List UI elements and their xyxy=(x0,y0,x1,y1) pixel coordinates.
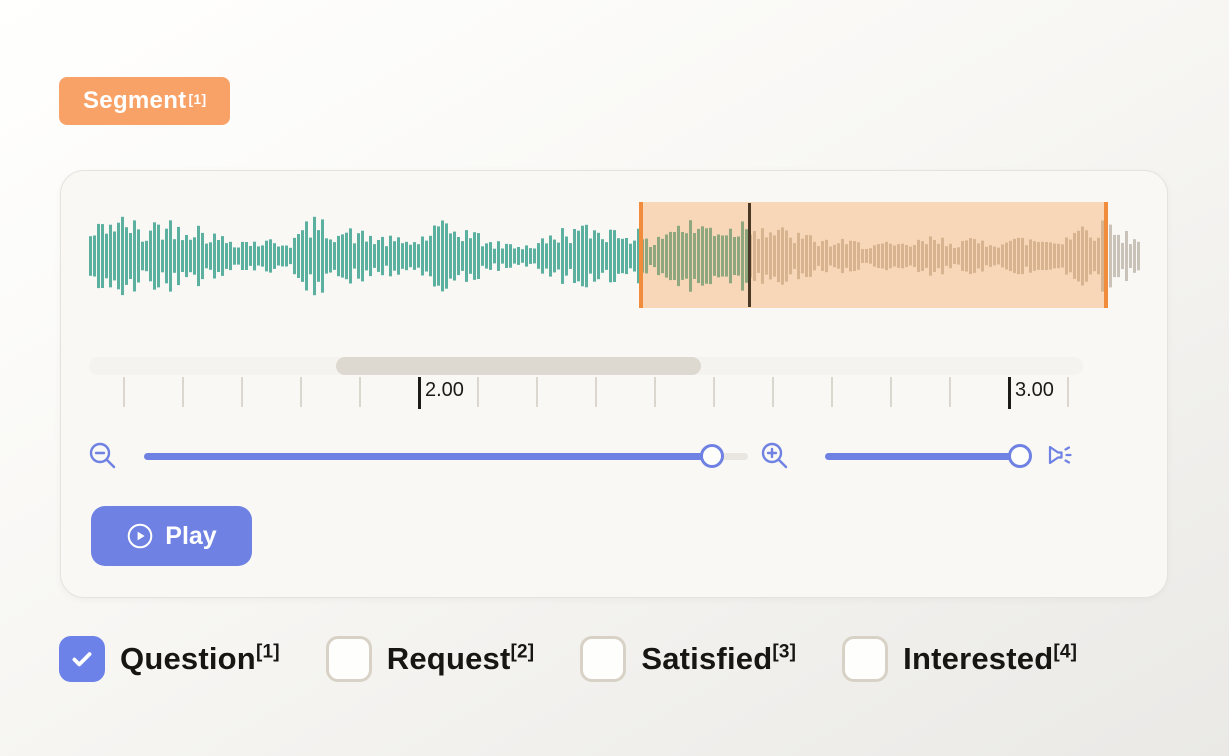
volume-slider-fill xyxy=(825,453,1021,460)
zoom-out-icon[interactable] xyxy=(87,440,119,477)
waveform[interactable] xyxy=(89,201,1141,311)
label-item-question[interactable]: Question[1] xyxy=(59,636,280,682)
waveform-scrollbar[interactable] xyxy=(89,357,1083,375)
label-item-satisfied[interactable]: Satisfied[3] xyxy=(580,636,796,682)
ruler-time-label: 2.00 xyxy=(425,379,464,401)
checkbox-question[interactable] xyxy=(59,636,105,682)
volume-slider[interactable] xyxy=(825,444,1033,468)
segment-chip-superscript: [1] xyxy=(188,91,207,107)
label-text: Request[2] xyxy=(386,641,535,676)
label-checkbox-row: Question[1] Request[2] Satisfied[3] Inte… xyxy=(59,636,1077,682)
ruler-tick xyxy=(300,377,302,407)
ruler-tick xyxy=(713,377,715,407)
playhead-cursor[interactable] xyxy=(747,203,751,307)
ruler-tick xyxy=(1067,377,1069,407)
label-text: Question[1] xyxy=(120,641,280,676)
zoom-in-icon[interactable] xyxy=(759,440,791,477)
label-item-interested[interactable]: Interested[4] xyxy=(842,636,1077,682)
label-text: Satisfied[3] xyxy=(641,641,797,676)
play-icon xyxy=(126,522,154,550)
checkbox-request[interactable] xyxy=(325,636,372,682)
play-button[interactable]: Play xyxy=(91,506,252,566)
zoom-slider[interactable] xyxy=(144,444,748,468)
ruler-tick xyxy=(595,377,597,407)
segment-region[interactable] xyxy=(639,202,1109,308)
checkbox-satisfied[interactable] xyxy=(580,636,627,682)
ruler-major-tick xyxy=(418,377,421,409)
checkbox-interested[interactable] xyxy=(842,636,889,682)
ruler-tick xyxy=(949,377,951,407)
ruler-tick xyxy=(772,377,774,407)
speaker-icon[interactable] xyxy=(1045,439,1077,476)
ruler-tick xyxy=(831,377,833,407)
ruler-tick xyxy=(123,377,125,407)
segment-chip-label: Segment xyxy=(83,87,187,114)
volume-slider-thumb[interactable] xyxy=(1008,444,1033,468)
label-item-request[interactable]: Request[2] xyxy=(325,636,535,682)
ruler-tick xyxy=(182,377,184,407)
play-button-label: Play xyxy=(165,521,217,550)
ruler-tick xyxy=(241,377,243,407)
ruler-tick xyxy=(477,377,479,407)
scrollbar-thumb[interactable] xyxy=(335,357,702,375)
ruler-tick xyxy=(890,377,892,407)
zoom-slider-thumb[interactable] xyxy=(699,444,724,468)
label-text: Interested[4] xyxy=(903,641,1078,676)
segment-chip[interactable]: Segment [1] xyxy=(59,77,231,125)
ruler-tick xyxy=(536,377,538,407)
checkmark-icon xyxy=(72,652,92,667)
ruler-tick xyxy=(359,377,361,407)
ruler-major-tick xyxy=(1008,377,1011,409)
ruler-time-label: 3.00 xyxy=(1015,379,1054,401)
ruler-tick xyxy=(654,377,656,407)
zoom-slider-fill xyxy=(144,453,712,460)
timeline-ruler: 2.00 3.00 xyxy=(89,377,1083,411)
audio-player-card: 2.00 3.00 xyxy=(60,170,1168,598)
